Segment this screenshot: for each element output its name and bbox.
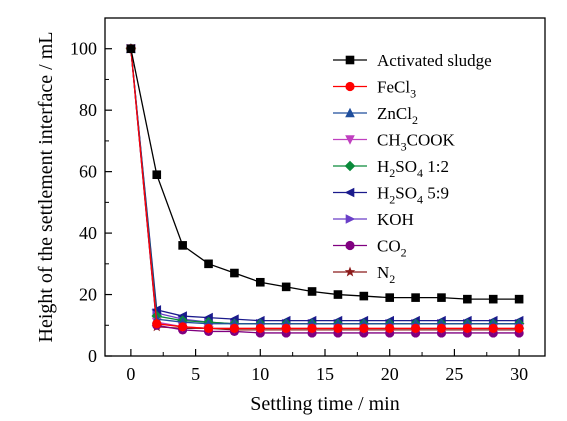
data-point [385,293,395,302]
series-activated-sludge [126,44,524,304]
data-point [514,323,524,333]
series-group [125,43,525,338]
legend-label: H2SO4 5:9 [377,184,449,207]
series-h2so4-5-9 [125,43,524,326]
y-axis-title: Height of the settlement interface / mL [35,32,57,343]
legend-item: N2 [333,263,395,286]
series-zncl2 [126,43,524,329]
legend-marker [345,107,355,118]
y-tick-label: 0 [88,346,97,366]
legend-marker [345,55,355,65]
data-point [255,323,265,333]
series-h2so4-1-2 [125,43,525,330]
y-tick-label: 60 [79,162,97,182]
data-point [514,294,524,304]
data-point [178,322,188,332]
data-point [152,170,162,180]
x-tick-label: 30 [510,364,528,384]
legend-marker [345,81,355,92]
legend-item: H2SO4 1:2 [333,157,449,180]
data-point [230,268,239,278]
legend-item: CO2 [333,237,407,260]
legend-marker [344,187,355,198]
data-point [359,291,369,301]
data-point [488,323,498,333]
series-line [130,48,520,325]
legend-label: ZnCl2 [377,104,418,127]
legend-item: KOH [333,210,414,229]
legend-item: H2SO4 5:9 [333,184,449,207]
series-line [130,48,520,334]
series-n2 [125,43,525,335]
legend-marker [345,135,355,145]
data-point [307,323,317,333]
x-tick-label: 15 [316,364,334,384]
legend-marker [345,214,356,224]
data-point [152,319,162,329]
series-line [130,48,520,300]
legend-label: N2 [377,263,395,286]
legend-item: Activated sludge [333,51,492,70]
data-point [488,294,498,304]
series-line [130,48,520,329]
legend-marker [344,266,356,277]
axes: 0 5 10 15 20 25 30 0 20 40 60 80 100 [70,17,546,384]
data-point [436,323,447,333]
data-point [333,290,343,299]
data-point [462,323,472,333]
series-ch3cook [126,44,524,334]
legend-item: FeCl3 [333,78,416,101]
data-point [203,323,214,333]
legend-item: ZnCl2 [333,104,418,127]
legend-marker [344,160,356,172]
data-point [411,293,420,302]
x-axis-title: Settling time / min [250,393,399,415]
legend-label: CH3COOK [377,131,456,154]
series-line [130,48,520,325]
x-tick-label: 10 [251,364,269,384]
data-point [410,323,421,333]
y-tick-label: 20 [79,285,97,305]
legend-marker [345,240,355,251]
legend-item: CH3COOK [333,131,456,154]
x-tick-label: 25 [445,364,463,384]
series-fecl3 [126,44,524,333]
series-line [130,48,520,322]
x-tick-label: 0 [126,364,135,384]
y-tick-label: 40 [79,223,97,243]
data-point [255,277,265,287]
data-point [126,44,136,54]
data-point [281,323,291,333]
data-point [178,241,187,250]
data-point [437,293,446,302]
series-koh [126,43,525,329]
x-tick-label: 5 [191,364,200,384]
data-point [463,294,472,304]
data-point [333,323,343,333]
x-tick-label: 20 [381,364,399,384]
data-point [359,323,369,333]
legend-label: H2SO4 1:2 [377,157,449,180]
data-point [204,259,213,269]
data-point [281,282,291,292]
data-point [385,323,395,333]
y-tick-label: 80 [79,100,97,120]
series-line [130,48,520,331]
legend-label: KOH [377,210,414,229]
legend: Activated sludge FeCl3 ZnCl2 CH3COOK H2SO4 1… [333,51,492,286]
data-point [307,287,317,296]
data-point [229,323,240,333]
y-tick-label: 100 [70,39,97,59]
series-line [130,48,520,325]
legend-label: Activated sludge [377,51,492,70]
legend-label: CO2 [377,237,407,260]
legend-label: FeCl3 [377,78,416,101]
series-line [130,48,520,329]
